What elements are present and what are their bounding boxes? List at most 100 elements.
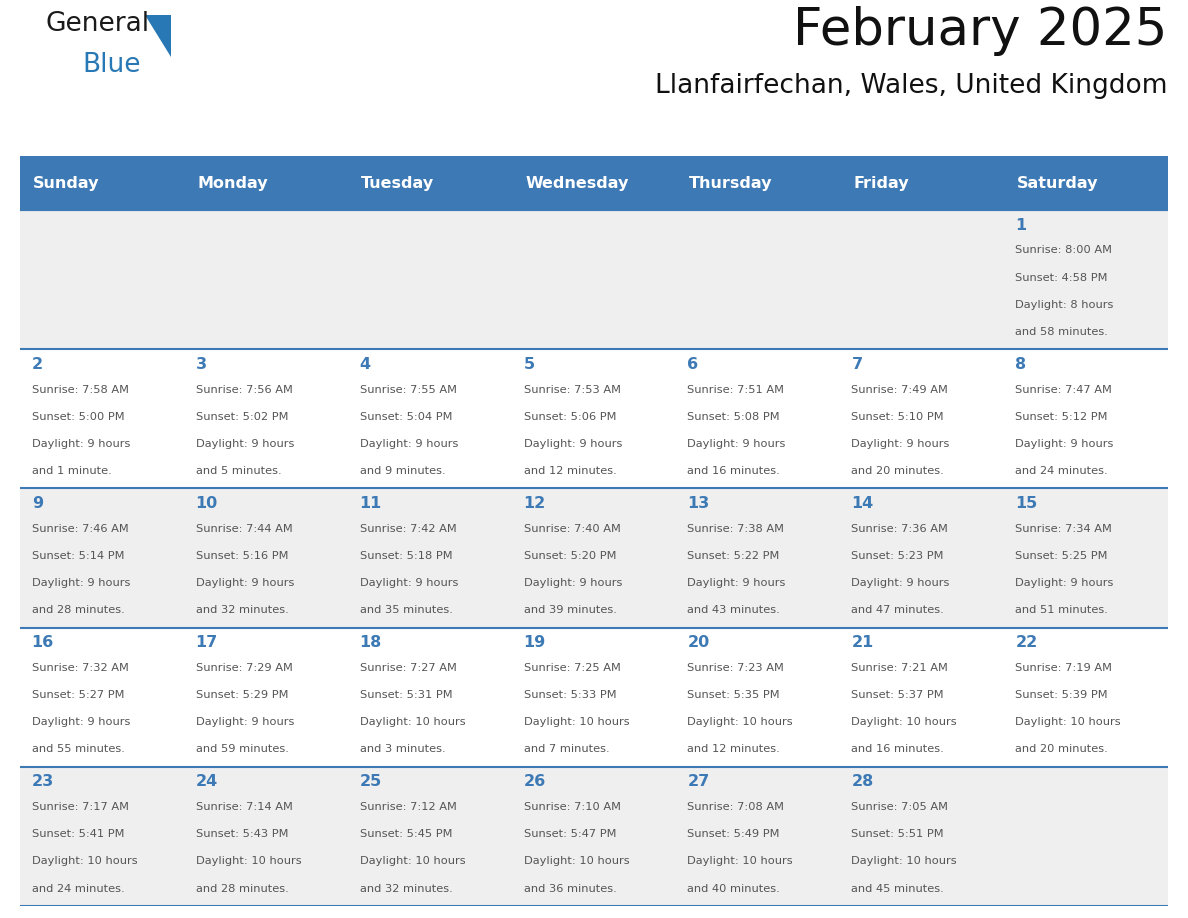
Text: Sunset: 5:20 PM: Sunset: 5:20 PM <box>524 551 617 561</box>
Text: Sunrise: 7:51 AM: Sunrise: 7:51 AM <box>688 385 784 395</box>
Text: Daylight: 9 hours: Daylight: 9 hours <box>32 439 129 449</box>
FancyBboxPatch shape <box>184 488 348 628</box>
FancyBboxPatch shape <box>676 488 840 628</box>
Text: and 5 minutes.: and 5 minutes. <box>196 466 282 476</box>
Text: 5: 5 <box>524 357 535 372</box>
FancyBboxPatch shape <box>20 488 184 628</box>
Text: Sunrise: 7:56 AM: Sunrise: 7:56 AM <box>196 385 292 395</box>
Text: General: General <box>45 11 150 37</box>
Text: Sunset: 5:18 PM: Sunset: 5:18 PM <box>360 551 453 561</box>
Text: Sunset: 5:37 PM: Sunset: 5:37 PM <box>852 690 944 700</box>
Text: Daylight: 9 hours: Daylight: 9 hours <box>1016 578 1113 588</box>
Text: Sunrise: 7:05 AM: Sunrise: 7:05 AM <box>852 802 948 812</box>
Text: and 16 minutes.: and 16 minutes. <box>688 466 781 476</box>
Text: Daylight: 9 hours: Daylight: 9 hours <box>360 578 457 588</box>
FancyBboxPatch shape <box>348 349 512 488</box>
FancyBboxPatch shape <box>1004 767 1168 906</box>
Text: Tuesday: Tuesday <box>361 175 435 191</box>
Text: Sunset: 5:47 PM: Sunset: 5:47 PM <box>524 829 617 839</box>
Text: Sunrise: 7:08 AM: Sunrise: 7:08 AM <box>688 802 784 812</box>
Text: and 12 minutes.: and 12 minutes. <box>524 466 617 476</box>
FancyBboxPatch shape <box>20 628 184 767</box>
Text: Sunset: 5:16 PM: Sunset: 5:16 PM <box>196 551 289 561</box>
FancyBboxPatch shape <box>348 767 512 906</box>
Text: and 32 minutes.: and 32 minutes. <box>196 605 289 615</box>
Text: Sunrise: 7:47 AM: Sunrise: 7:47 AM <box>1016 385 1112 395</box>
Text: 20: 20 <box>688 635 709 650</box>
Text: Sunset: 5:06 PM: Sunset: 5:06 PM <box>524 412 617 421</box>
Text: Sunrise: 7:34 AM: Sunrise: 7:34 AM <box>1016 524 1112 533</box>
Text: and 3 minutes.: and 3 minutes. <box>360 744 446 755</box>
FancyBboxPatch shape <box>348 488 512 628</box>
Text: Daylight: 10 hours: Daylight: 10 hours <box>32 856 138 867</box>
Text: Sunrise: 7:38 AM: Sunrise: 7:38 AM <box>688 524 784 533</box>
FancyBboxPatch shape <box>348 210 512 349</box>
Text: 9: 9 <box>32 496 43 511</box>
Text: Sunrise: 7:25 AM: Sunrise: 7:25 AM <box>524 663 620 673</box>
Text: and 24 minutes.: and 24 minutes. <box>1016 466 1108 476</box>
FancyBboxPatch shape <box>20 210 184 349</box>
Text: Sunset: 5:35 PM: Sunset: 5:35 PM <box>688 690 781 700</box>
Text: Sunset: 5:08 PM: Sunset: 5:08 PM <box>688 412 781 421</box>
FancyBboxPatch shape <box>1004 349 1168 488</box>
Text: Daylight: 9 hours: Daylight: 9 hours <box>852 439 949 449</box>
FancyBboxPatch shape <box>676 628 840 767</box>
Text: 10: 10 <box>196 496 217 511</box>
Text: 13: 13 <box>688 496 709 511</box>
Text: 17: 17 <box>196 635 217 650</box>
Text: Daylight: 10 hours: Daylight: 10 hours <box>1016 717 1121 727</box>
Text: 15: 15 <box>1016 496 1037 511</box>
FancyBboxPatch shape <box>184 156 348 210</box>
FancyBboxPatch shape <box>512 210 676 349</box>
Text: Daylight: 10 hours: Daylight: 10 hours <box>852 856 958 867</box>
Text: Sunrise: 7:40 AM: Sunrise: 7:40 AM <box>524 524 620 533</box>
FancyBboxPatch shape <box>1004 210 1168 349</box>
Text: Monday: Monday <box>197 175 267 191</box>
Text: Sunset: 5:14 PM: Sunset: 5:14 PM <box>32 551 125 561</box>
Text: Sunset: 5:39 PM: Sunset: 5:39 PM <box>1016 690 1108 700</box>
FancyBboxPatch shape <box>184 349 348 488</box>
Text: 18: 18 <box>360 635 381 650</box>
FancyBboxPatch shape <box>348 628 512 767</box>
Text: Daylight: 10 hours: Daylight: 10 hours <box>524 856 630 867</box>
Text: 2: 2 <box>32 357 43 372</box>
Text: Sunrise: 7:49 AM: Sunrise: 7:49 AM <box>852 385 948 395</box>
FancyBboxPatch shape <box>20 349 184 488</box>
Text: 12: 12 <box>524 496 545 511</box>
FancyBboxPatch shape <box>676 156 840 210</box>
FancyBboxPatch shape <box>676 767 840 906</box>
Text: and 20 minutes.: and 20 minutes. <box>1016 744 1108 755</box>
Text: Daylight: 9 hours: Daylight: 9 hours <box>688 578 785 588</box>
Text: Sunrise: 7:29 AM: Sunrise: 7:29 AM <box>196 663 292 673</box>
Text: Sunrise: 7:46 AM: Sunrise: 7:46 AM <box>32 524 128 533</box>
Text: Thursday: Thursday <box>689 175 772 191</box>
Text: 3: 3 <box>196 357 207 372</box>
Text: and 7 minutes.: and 7 minutes. <box>524 744 609 755</box>
Text: Sunrise: 7:21 AM: Sunrise: 7:21 AM <box>852 663 948 673</box>
Text: Daylight: 10 hours: Daylight: 10 hours <box>688 856 794 867</box>
Text: Daylight: 10 hours: Daylight: 10 hours <box>688 717 794 727</box>
Text: Sunset: 5:33 PM: Sunset: 5:33 PM <box>524 690 617 700</box>
FancyBboxPatch shape <box>184 210 348 349</box>
Text: Daylight: 9 hours: Daylight: 9 hours <box>196 439 293 449</box>
FancyBboxPatch shape <box>1004 488 1168 628</box>
Text: and 40 minutes.: and 40 minutes. <box>688 884 781 893</box>
Text: and 35 minutes.: and 35 minutes. <box>360 605 453 615</box>
Text: Sunrise: 7:58 AM: Sunrise: 7:58 AM <box>32 385 128 395</box>
Text: Daylight: 9 hours: Daylight: 9 hours <box>1016 439 1113 449</box>
Text: and 51 minutes.: and 51 minutes. <box>1016 605 1108 615</box>
Text: Daylight: 8 hours: Daylight: 8 hours <box>1016 299 1113 309</box>
Text: 4: 4 <box>360 357 371 372</box>
Text: Sunday: Sunday <box>33 175 100 191</box>
FancyBboxPatch shape <box>512 488 676 628</box>
Text: Sunset: 5:51 PM: Sunset: 5:51 PM <box>852 829 944 839</box>
Text: Sunset: 5:45 PM: Sunset: 5:45 PM <box>360 829 453 839</box>
Text: Daylight: 9 hours: Daylight: 9 hours <box>524 439 621 449</box>
Text: Sunset: 5:00 PM: Sunset: 5:00 PM <box>32 412 125 421</box>
FancyBboxPatch shape <box>676 210 840 349</box>
Text: Sunset: 5:27 PM: Sunset: 5:27 PM <box>32 690 125 700</box>
FancyBboxPatch shape <box>512 767 676 906</box>
Text: Sunset: 5:31 PM: Sunset: 5:31 PM <box>360 690 453 700</box>
Text: and 36 minutes.: and 36 minutes. <box>524 884 617 893</box>
Text: Friday: Friday <box>853 175 909 191</box>
